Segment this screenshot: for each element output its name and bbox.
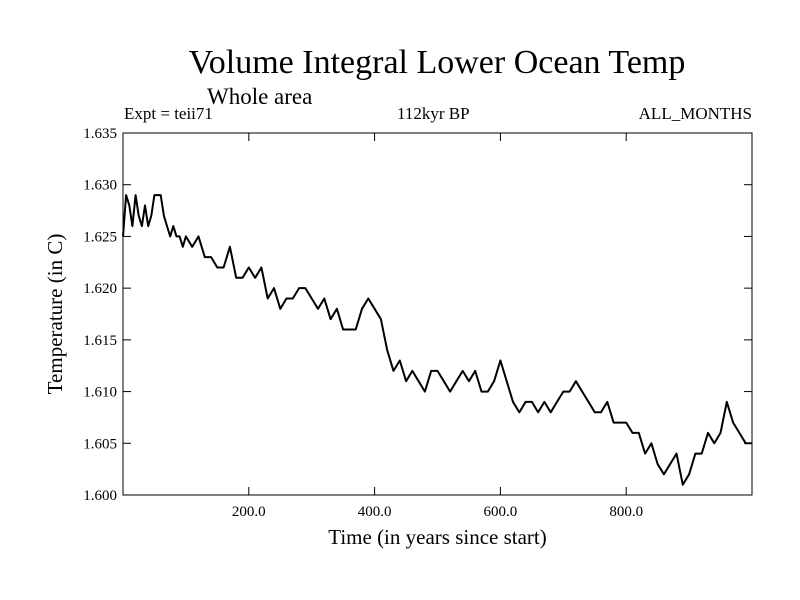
chart-title: Volume Integral Lower Ocean Temp <box>188 44 686 81</box>
y-tick-label: 1.610 <box>83 385 117 401</box>
x-tick-label: 600.0 <box>484 504 518 520</box>
y-tick-label: 1.605 <box>83 436 117 452</box>
period-label: 112kyr BP <box>397 104 470 123</box>
y-tick-label: 1.615 <box>83 333 117 349</box>
plot-frame <box>122 132 753 496</box>
chart-subtitle: Whole area <box>207 84 313 109</box>
y-tick-label: 1.630 <box>83 178 117 194</box>
series-line <box>122 194 752 486</box>
x-tick-label: 200.0 <box>232 504 266 520</box>
y-tick-label: 1.625 <box>83 229 117 245</box>
y-tick-label: 1.600 <box>83 488 117 504</box>
experiment-label: Expt = teii71 <box>124 104 213 123</box>
y-tick-label: 1.635 <box>83 126 117 142</box>
x-tick-label: 800.0 <box>609 504 643 520</box>
y-tick-label: 1.620 <box>83 281 117 297</box>
months-label: ALL_MONTHS <box>638 104 752 123</box>
x-axis-label: Time (in years since start) <box>328 525 547 549</box>
y-axis-label: Temperature (in C) <box>43 234 67 395</box>
x-tick-label: 400.0 <box>358 504 392 520</box>
